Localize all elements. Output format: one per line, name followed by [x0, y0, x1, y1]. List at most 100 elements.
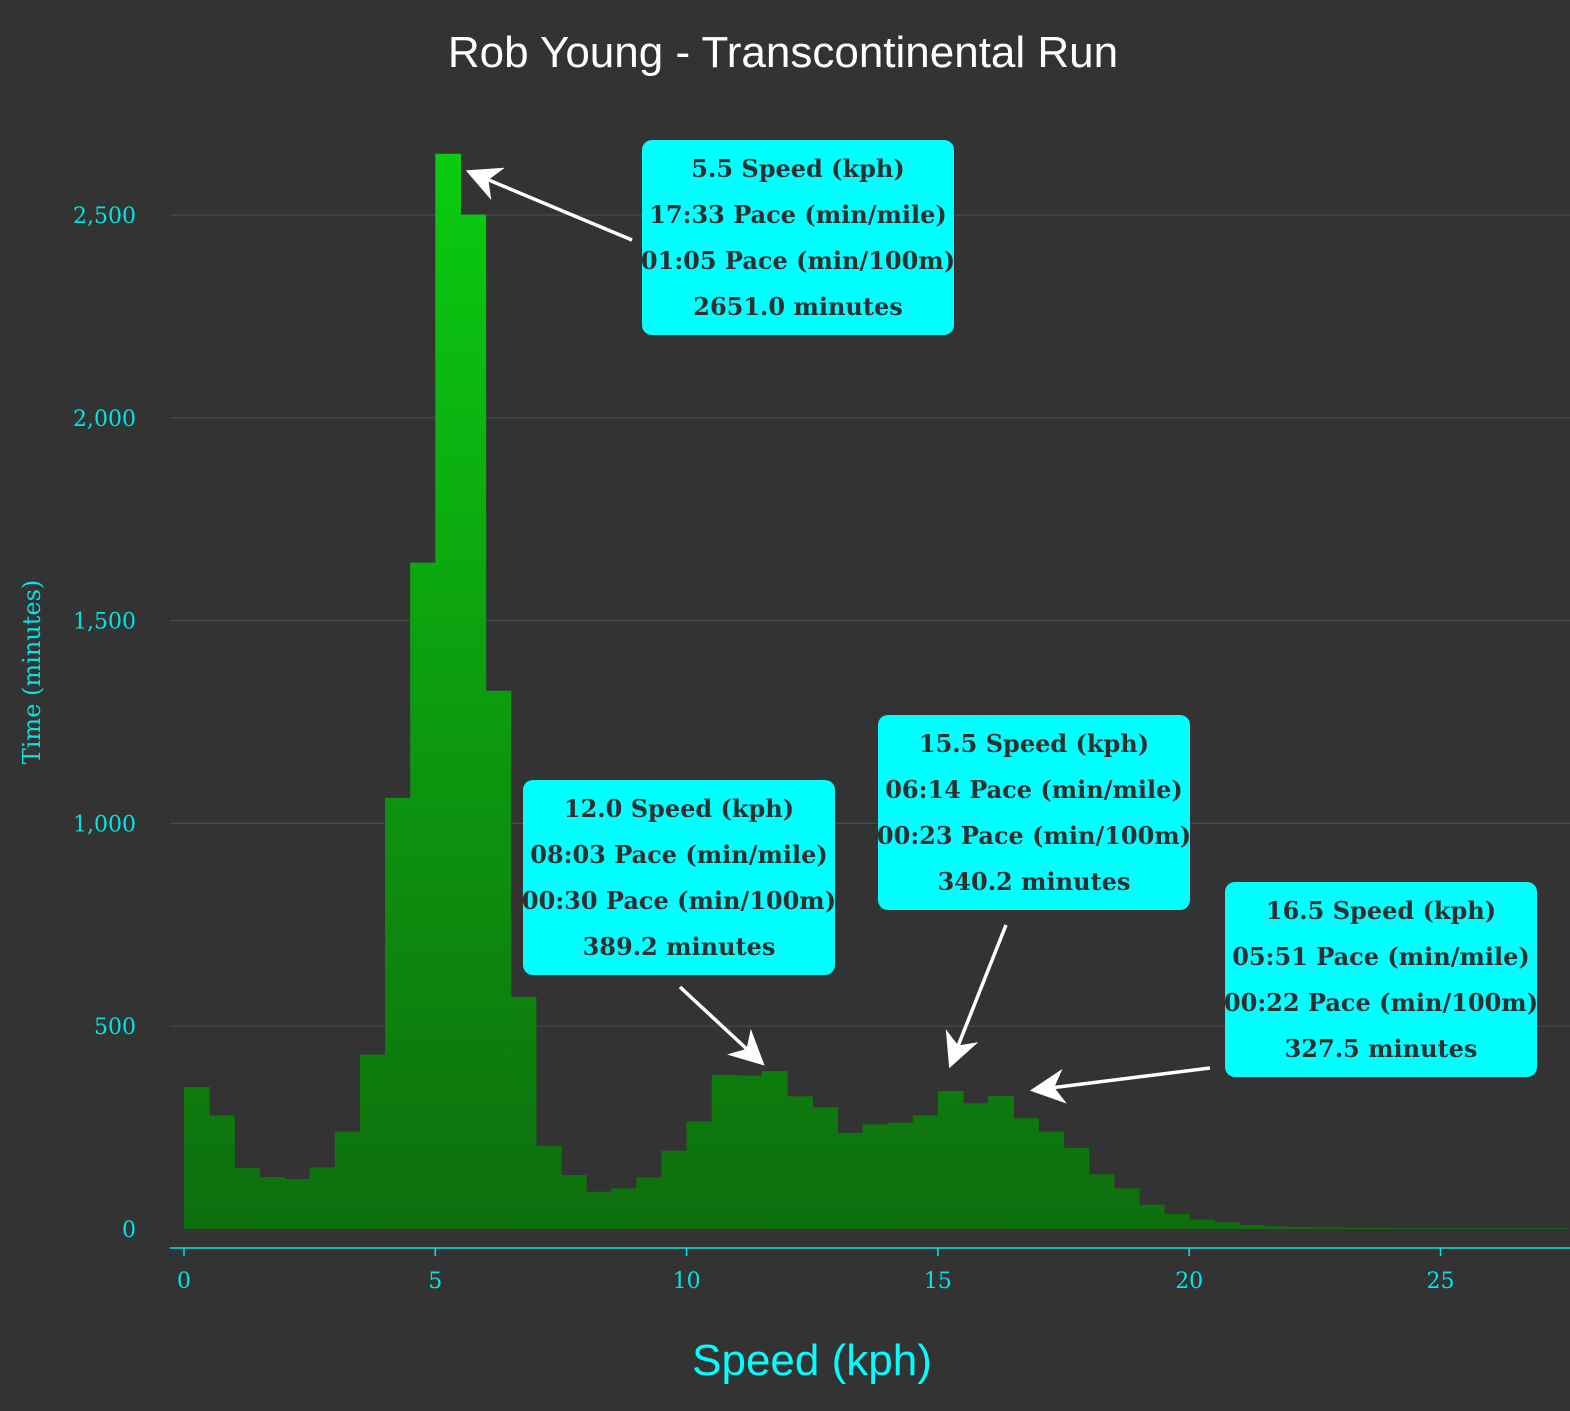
annotation-box	[523, 780, 835, 975]
histogram-bar	[1365, 1227, 1391, 1229]
annotation-line: 15.5 Speed (kph)	[919, 729, 1149, 758]
annotation-line: 00:23 Pace (min/100m)	[877, 821, 1191, 850]
histogram-bars	[184, 153, 1567, 1229]
histogram-bar	[1189, 1219, 1215, 1229]
annotation-box	[1225, 882, 1537, 1077]
histogram-bar	[988, 1096, 1014, 1229]
histogram-bar	[435, 153, 462, 1229]
histogram-bar	[359, 1054, 386, 1229]
histogram-bar	[611, 1188, 637, 1229]
histogram-bar	[1314, 1227, 1341, 1229]
annotation-callout: 5.5 Speed (kph) 17:33 Pace (min/mile) 01:0…	[465, 140, 955, 335]
histogram-bar	[586, 1191, 612, 1229]
histogram-bar	[1415, 1228, 1442, 1229]
histogram-bar	[1013, 1118, 1040, 1229]
histogram-bar	[636, 1177, 663, 1229]
chart-title: Rob Young - Transcontinental Run	[448, 28, 1118, 77]
histogram-bar	[234, 1168, 260, 1229]
histogram-bar	[1264, 1226, 1291, 1229]
x-axis-label: Speed (kph)	[692, 1336, 932, 1385]
x-tick-label: 15	[924, 1269, 952, 1294]
histogram-bar	[1113, 1188, 1140, 1229]
histogram-bar	[1390, 1228, 1416, 1229]
annotation-line: 01:05 Pace (min/100m)	[641, 246, 955, 275]
annotation-arrow	[465, 167, 633, 242]
histogram-bar	[1239, 1224, 1266, 1229]
annotation-line: 05:51 Pace (min/mile)	[1232, 942, 1530, 971]
histogram-bar	[510, 996, 537, 1229]
annotation-line: 340.2 minutes	[938, 867, 1131, 896]
annotation-line: 327.5 minutes	[1285, 1034, 1478, 1063]
y-tick-label: 500	[94, 1015, 136, 1040]
annotation-line: 16.5 Speed (kph)	[1266, 896, 1496, 925]
x-tick-label: 25	[1427, 1269, 1455, 1294]
annotation-callout: 15.5 Speed (kph) 06:14 Pace (min/mile) 00:…	[877, 715, 1191, 1069]
histogram-bar	[1138, 1204, 1165, 1229]
histogram-bar	[560, 1175, 587, 1229]
annotation-callout: 16.5 Speed (kph) 05:51 Pace (min/mile) 00:…	[1029, 882, 1538, 1104]
y-axis-label: Time (minutes)	[18, 580, 46, 765]
annotation-box	[642, 140, 954, 335]
histogram-bar	[1465, 1228, 1492, 1229]
histogram-bar	[334, 1131, 361, 1229]
annotation-line: 2651.0 minutes	[693, 292, 902, 321]
histogram-bar	[887, 1122, 914, 1229]
histogram-bar	[309, 1167, 336, 1229]
histogram-bar	[259, 1177, 286, 1229]
annotation-line: 08:03 Pace (min/mile)	[530, 840, 828, 869]
annotation-line: 5.5 Speed (kph)	[691, 154, 904, 183]
y-tick-label: 2,000	[73, 407, 136, 432]
y-tick-label: 0	[122, 1218, 136, 1243]
histogram-bar	[1490, 1228, 1517, 1229]
histogram-bar	[711, 1074, 738, 1229]
x-tick-label: 0	[177, 1269, 191, 1294]
histogram-bar	[1088, 1174, 1115, 1229]
histogram-bar	[787, 1096, 813, 1229]
histogram-bar	[1214, 1222, 1241, 1229]
annotation-line: 06:14 Pace (min/mile)	[885, 775, 1183, 804]
histogram-bar	[736, 1075, 763, 1229]
annotation-line: 17:33 Pace (min/mile)	[649, 200, 947, 229]
histogram-bar	[209, 1115, 235, 1229]
y-tick-label: 2,500	[73, 204, 136, 229]
annotation-line: 389.2 minutes	[583, 932, 776, 961]
x-tick-labels: 0 5 10 15 20 25	[177, 1248, 1455, 1294]
annotation-line: 00:22 Pace (min/100m)	[1224, 988, 1538, 1017]
histogram-bar	[1289, 1226, 1316, 1229]
annotation-arrow	[945, 924, 1008, 1069]
histogram-bar	[661, 1150, 688, 1229]
annotation-box	[878, 715, 1190, 910]
histogram-bar	[761, 1071, 788, 1229]
histogram-bar	[184, 1087, 210, 1229]
histogram-bar	[912, 1115, 939, 1229]
histogram-bar	[485, 690, 512, 1229]
histogram-bar	[937, 1091, 964, 1229]
histogram-bar	[1541, 1228, 1567, 1229]
histogram-bar	[284, 1179, 311, 1229]
histogram-bar	[1339, 1227, 1366, 1229]
histogram-bar	[410, 562, 436, 1229]
histogram-bar	[862, 1124, 889, 1229]
histogram-bar	[812, 1107, 838, 1229]
histogram-bar	[460, 214, 487, 1229]
x-tick-label: 10	[673, 1269, 701, 1294]
annotation-line: 12.0 Speed (kph)	[564, 794, 794, 823]
annotation-arrow	[678, 985, 765, 1066]
histogram-bar	[1164, 1213, 1190, 1229]
histogram-bar	[837, 1132, 864, 1229]
x-tick-label: 20	[1175, 1269, 1203, 1294]
histogram-bar	[535, 1145, 562, 1229]
histogram-bar	[1440, 1228, 1467, 1229]
annotation-arrow	[1029, 1066, 1211, 1104]
annotation-callout: 12.0 Speed (kph) 08:03 Pace (min/mile) 00:…	[522, 780, 836, 1066]
y-tick-labels: 0 500 1,000 1,500 2,000 2,500	[73, 204, 136, 1243]
histogram-bar	[1038, 1131, 1065, 1229]
histogram-bar	[963, 1103, 989, 1229]
annotations: 5.5 Speed (kph) 17:33 Pace (min/mile) 01:0…	[465, 140, 1538, 1104]
y-tick-label: 1,500	[73, 610, 136, 635]
histogram-bar	[686, 1121, 713, 1229]
x-tick-label: 5	[428, 1269, 442, 1294]
y-tick-label: 1,000	[73, 812, 136, 837]
histogram-bar	[1515, 1228, 1542, 1229]
